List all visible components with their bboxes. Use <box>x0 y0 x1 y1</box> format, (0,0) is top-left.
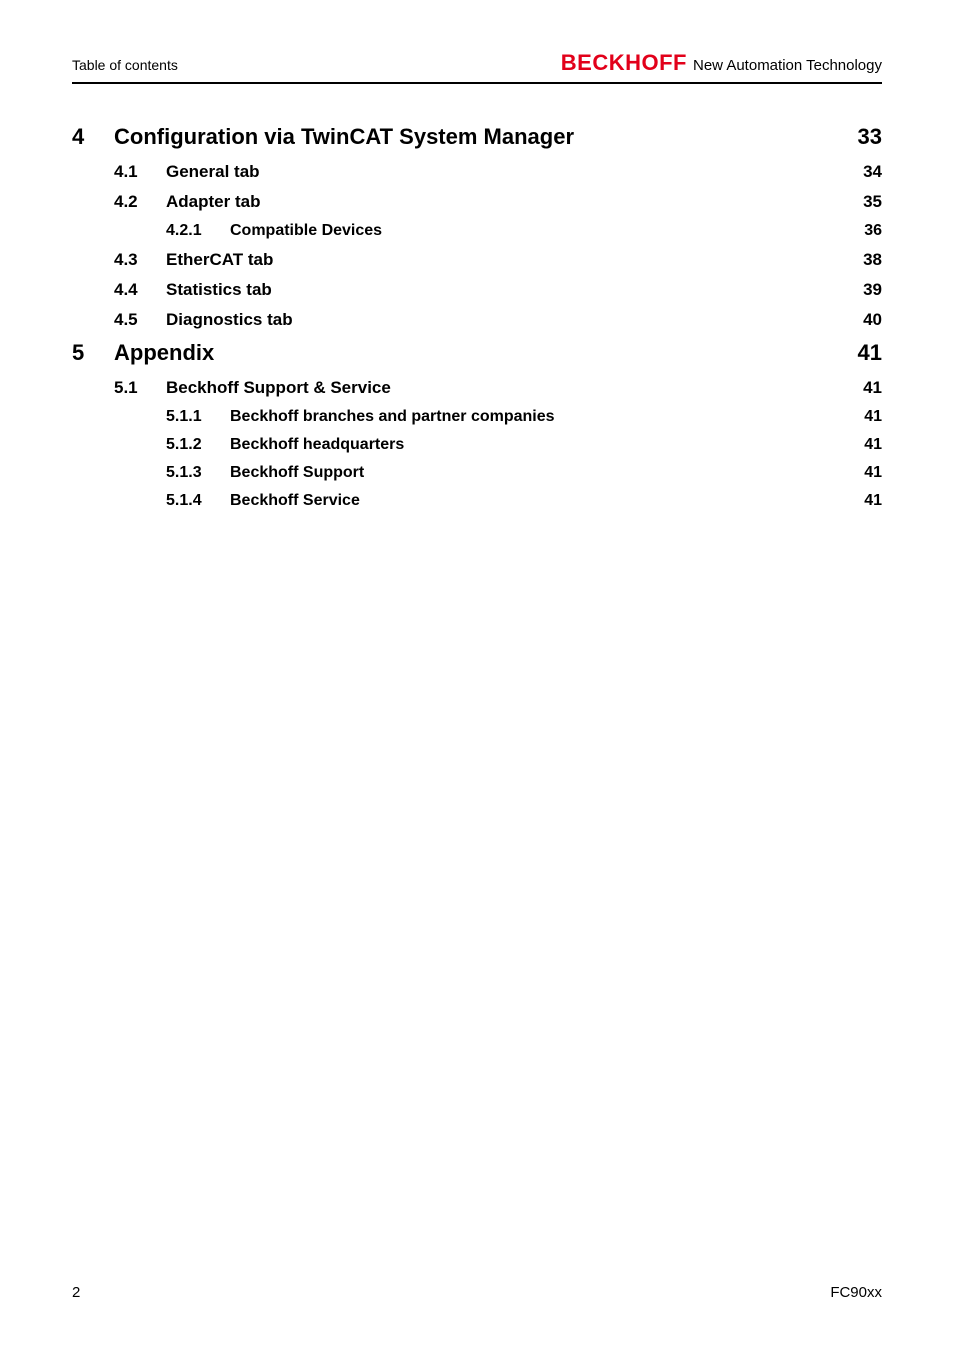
header-section-title: Table of contents <box>72 57 178 73</box>
toc-entry: 5.1 Beckhoff Support & Service 41 <box>72 378 882 398</box>
toc-number: 5.1 <box>114 378 166 398</box>
toc-page: 41 <box>864 436 882 454</box>
table-of-contents: 4 Configuration via TwinCAT System Manag… <box>72 124 882 510</box>
footer-page-number: 2 <box>72 1284 80 1301</box>
toc-page: 41 <box>864 408 882 426</box>
toc-page: 39 <box>863 280 882 300</box>
footer-doc-id: FC90xx <box>830 1284 882 1301</box>
toc-page: 35 <box>863 192 882 212</box>
toc-entry: 4.2 Adapter tab 35 <box>72 192 882 212</box>
toc-title: Compatible Devices <box>230 222 864 240</box>
toc-number: 5.1.4 <box>166 492 230 510</box>
toc-title: Beckhoff Support <box>230 464 864 482</box>
toc-number: 4.2 <box>114 192 166 212</box>
toc-entry: 4 Configuration via TwinCAT System Manag… <box>72 124 882 150</box>
toc-page: 38 <box>863 250 882 270</box>
toc-page: 41 <box>858 340 882 366</box>
toc-number: 5.1.1 <box>166 408 230 426</box>
page-footer: 2 FC90xx <box>72 1284 882 1301</box>
toc-entry: 5.1.2 Beckhoff headquarters 41 <box>72 436 882 454</box>
toc-page: 33 <box>858 124 882 150</box>
toc-entry: 4.4 Statistics tab 39 <box>72 280 882 300</box>
toc-number: 4.3 <box>114 250 166 270</box>
brand-tagline: New Automation Technology <box>693 57 882 74</box>
toc-number: 5 <box>72 340 114 366</box>
header-brand-block: BECKHOFF New Automation Technology <box>561 50 882 76</box>
toc-title: Adapter tab <box>166 192 863 212</box>
toc-entry: 5.1.4 Beckhoff Service 41 <box>72 492 882 510</box>
toc-title: Beckhoff branches and partner companies <box>230 408 864 426</box>
toc-number: 4.4 <box>114 280 166 300</box>
toc-title: General tab <box>166 162 863 182</box>
toc-title: Beckhoff headquarters <box>230 436 864 454</box>
toc-title: EtherCAT tab <box>166 250 863 270</box>
toc-entry: 4.3 EtherCAT tab 38 <box>72 250 882 270</box>
toc-title: Appendix <box>114 340 858 366</box>
toc-page: 41 <box>863 378 882 398</box>
toc-page: 36 <box>864 222 882 240</box>
toc-number: 4 <box>72 124 114 150</box>
toc-entry: 5.1.1 Beckhoff branches and partner comp… <box>72 408 882 426</box>
toc-entry: 5 Appendix 41 <box>72 340 882 366</box>
toc-title: Beckhoff Service <box>230 492 864 510</box>
toc-title: Configuration via TwinCAT System Manager <box>114 124 858 150</box>
toc-page: 34 <box>863 162 882 182</box>
toc-page: 40 <box>863 310 882 330</box>
toc-title: Diagnostics tab <box>166 310 863 330</box>
toc-entry: 4.2.1 Compatible Devices 36 <box>72 222 882 240</box>
toc-page: 41 <box>864 492 882 510</box>
toc-entry: 4.1 General tab 34 <box>72 162 882 182</box>
toc-number: 5.1.3 <box>166 464 230 482</box>
toc-number: 4.2.1 <box>166 222 230 240</box>
page-header: Table of contents BECKHOFF New Automatio… <box>72 50 882 84</box>
toc-title: Statistics tab <box>166 280 863 300</box>
toc-entry: 4.5 Diagnostics tab 40 <box>72 310 882 330</box>
brand-logo-text: BECKHOFF <box>561 50 687 76</box>
toc-number: 4.1 <box>114 162 166 182</box>
toc-number: 5.1.2 <box>166 436 230 454</box>
toc-page: 41 <box>864 464 882 482</box>
toc-number: 4.5 <box>114 310 166 330</box>
toc-title: Beckhoff Support & Service <box>166 378 863 398</box>
toc-entry: 5.1.3 Beckhoff Support 41 <box>72 464 882 482</box>
